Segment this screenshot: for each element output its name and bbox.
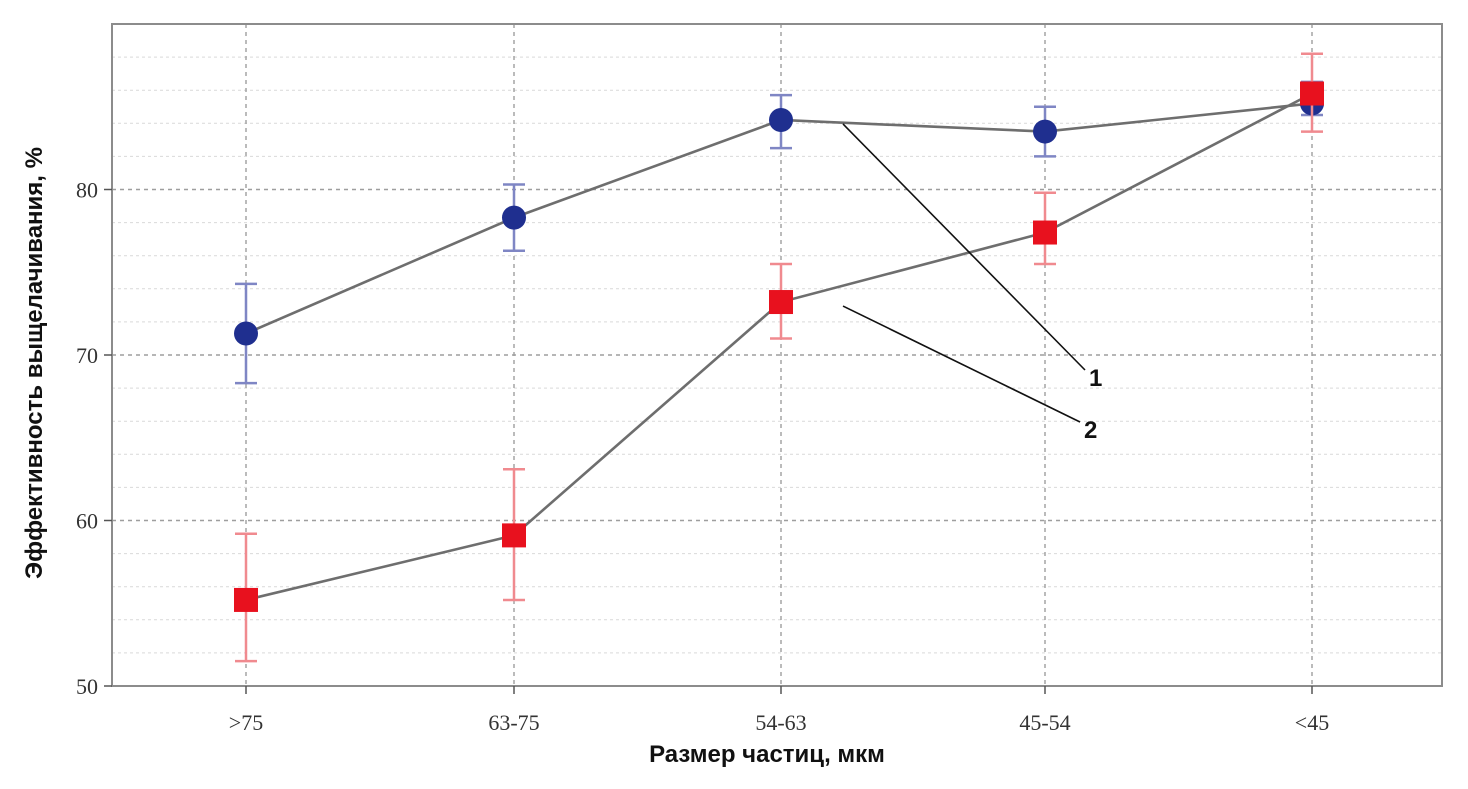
y-tick-label: 70 bbox=[76, 343, 98, 368]
series-layer bbox=[234, 52, 1324, 663]
x-tick-label: <45 bbox=[1295, 710, 1329, 735]
series-line bbox=[245, 92, 1313, 602]
data-point bbox=[502, 205, 526, 230]
data-point bbox=[1033, 220, 1057, 245]
data-point bbox=[769, 107, 793, 132]
axis-ticks: 50 60 70 80 >75 63-75 54-63 45-54 <45 bbox=[76, 178, 1329, 736]
x-tick-label: 63-75 bbox=[488, 710, 539, 735]
data-point bbox=[769, 290, 793, 315]
y-tick-label: 50 bbox=[76, 674, 98, 699]
x-tick-label: >75 bbox=[229, 710, 263, 735]
data-point bbox=[234, 587, 258, 612]
annotation-label: 1 bbox=[1089, 365, 1102, 392]
series-1 bbox=[234, 80, 1324, 385]
annotation-label: 2 bbox=[1084, 417, 1097, 444]
y-tick-label: 80 bbox=[76, 178, 98, 203]
x-axis-title: Размер частиц, мкм bbox=[649, 741, 885, 768]
annotations: 12 bbox=[842, 123, 1102, 444]
annotation-leader bbox=[842, 305, 1081, 423]
data-point bbox=[502, 523, 526, 548]
data-point bbox=[1300, 81, 1324, 106]
data-point bbox=[234, 321, 258, 346]
annotation-leader bbox=[842, 123, 1086, 371]
x-tick-label: 45-54 bbox=[1019, 710, 1070, 735]
data-point bbox=[1033, 119, 1057, 144]
y-tick-label: 60 bbox=[76, 509, 98, 534]
y-axis-title: Эффективность выщелачивания, % bbox=[21, 147, 48, 579]
series-2 bbox=[234, 52, 1324, 663]
x-tick-label: 54-63 bbox=[755, 710, 806, 735]
